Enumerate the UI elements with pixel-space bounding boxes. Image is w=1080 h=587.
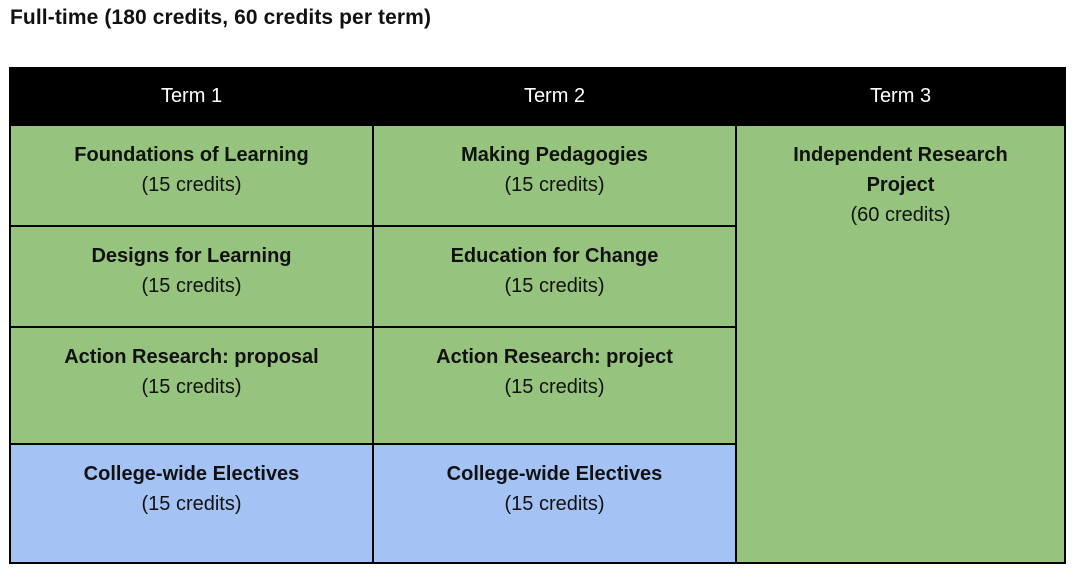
module-cell: Designs for Learning (15 credits): [11, 227, 372, 326]
module-cell: Education for Change (15 credits): [374, 227, 735, 326]
module-name: Education for Change: [450, 245, 659, 267]
programme-grid: Term 1 Term 2 Term 3 Foundations of Lear…: [9, 67, 1066, 564]
module-name: College-wide Electives: [446, 463, 663, 485]
module-credits: (15 credits): [141, 376, 242, 398]
elective-cell: College-wide Electives (15 credits): [11, 445, 372, 562]
module-credits: (15 credits): [141, 493, 242, 515]
module-name: Designs for Learning: [91, 245, 292, 267]
module-credits: (15 credits): [141, 275, 242, 297]
module-name: Foundations of Learning: [74, 144, 309, 166]
module-name: Action Research: proposal: [64, 346, 319, 368]
research-project-cell: Independent Research Project (60 credits…: [737, 126, 1064, 562]
module-credits: (15 credits): [504, 493, 605, 515]
page-title: Full-time (180 credits, 60 credits per t…: [10, 6, 432, 29]
module-credits: (15 credits): [504, 174, 605, 196]
module-credits: (15 credits): [504, 275, 605, 297]
header-term-3: Term 3: [737, 67, 1064, 124]
module-credits: (60 credits): [850, 204, 951, 226]
module-cell: Foundations of Learning (15 credits): [11, 126, 372, 225]
module-name: College-wide Electives: [83, 463, 300, 485]
elective-cell: College-wide Electives (15 credits): [374, 445, 735, 562]
module-cell: Making Pedagogies (15 credits): [374, 126, 735, 225]
module-name: Action Research: project: [436, 346, 673, 368]
programme-table: Term 1 Term 2 Term 3 Foundations of Lear…: [9, 67, 1066, 564]
header-term-1: Term 1: [11, 67, 372, 124]
module-name: Independent Research Project: [793, 144, 1008, 196]
module-cell: Action Research: proposal (15 credits): [11, 328, 372, 443]
module-name: Making Pedagogies: [461, 144, 648, 166]
module-credits: (15 credits): [504, 376, 605, 398]
header-term-2: Term 2: [374, 67, 735, 124]
module-cell: Action Research: project (15 credits): [374, 328, 735, 443]
module-credits: (15 credits): [141, 174, 242, 196]
